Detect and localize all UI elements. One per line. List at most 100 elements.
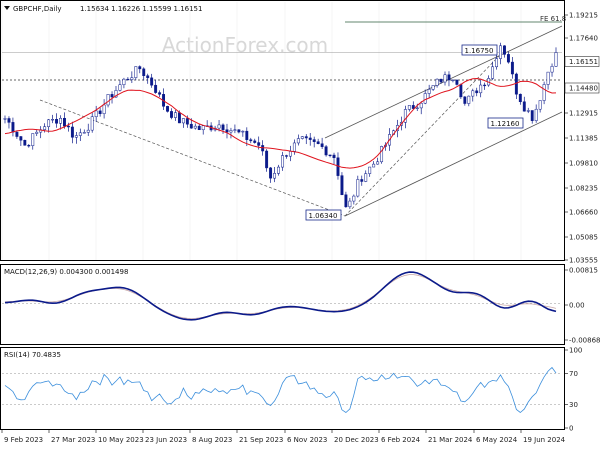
candle-body (82, 132, 86, 134)
candle-body (455, 79, 459, 85)
price-axis-marker (564, 56, 600, 67)
candle-body (90, 116, 94, 131)
price-annotation-label: 1.16750 (465, 47, 494, 55)
price-annotation-box (487, 117, 524, 129)
price-tick-label: 1.19215 (569, 12, 598, 20)
dropdown-triangle-icon[interactable] (4, 6, 10, 10)
candle-body (158, 92, 162, 95)
candle-body (284, 155, 288, 157)
candle-body (376, 161, 380, 165)
rsi-tick-label: 0 (569, 425, 573, 433)
candle-body (526, 110, 530, 112)
ohlc-label: 1.15634 1.16226 1.15599 1.16151 (80, 5, 202, 13)
candle-body (538, 100, 542, 110)
candle-body (451, 79, 455, 82)
candle-body (130, 77, 134, 80)
rsi-tick-label: 70 (569, 370, 578, 378)
candle-body (304, 136, 308, 139)
candle-body (522, 101, 526, 112)
rising-dashed-trendline (344, 54, 501, 217)
candle-body (225, 129, 229, 133)
candle-body (126, 78, 130, 81)
candle-body (47, 119, 51, 127)
candle-body (518, 93, 522, 103)
candle-body (193, 125, 197, 129)
candle-body (332, 154, 336, 159)
date-tick-label: 27 Mar 2023 (51, 436, 95, 444)
candle-body (114, 90, 118, 98)
candle-body (356, 179, 360, 197)
candle-body (78, 132, 82, 136)
candle-body (459, 84, 463, 98)
symbol-label: GBPCHF,Daily (13, 5, 62, 13)
price-tick-label: 1.08235 (569, 185, 598, 193)
candle-body (177, 112, 181, 124)
candle-body (74, 135, 78, 138)
date-tick-label: 10 May 2023 (98, 436, 144, 444)
macd-line (4, 271, 557, 321)
candle-body (514, 73, 518, 95)
price-panel (0, 0, 565, 261)
candle-body (273, 173, 277, 179)
candle-body (364, 173, 368, 182)
date-tick-label: 6 Feb 2024 (381, 436, 421, 444)
candle-body (189, 123, 193, 129)
channel-lower-line (344, 111, 563, 217)
candle-body (281, 155, 284, 168)
candle-body (403, 109, 407, 123)
candle-body (245, 130, 249, 140)
candle-body (483, 84, 487, 87)
price-tick-label: 1.05085 (569, 234, 598, 242)
candle-body (296, 138, 300, 144)
candle-body (55, 119, 58, 124)
candle-body (368, 166, 372, 174)
candle-body (11, 122, 15, 133)
candle-body (324, 146, 328, 156)
candle-body (423, 93, 427, 104)
candle-body (510, 61, 514, 75)
macd-title: MACD(12,26,9) 0.004300 0.001498 (4, 268, 128, 276)
candle-body (7, 118, 11, 123)
price-tick-label: 1.11385 (569, 135, 598, 143)
candle-body (23, 139, 27, 146)
price-axis-marker (564, 82, 600, 94)
price-tick-label: 1.12915 (569, 110, 598, 118)
price-annotation-label: 1.06340 (309, 212, 338, 220)
candle-body (138, 66, 142, 70)
candle-body (360, 179, 364, 182)
candle-body (63, 117, 66, 127)
candle-body (70, 126, 74, 138)
candle-body (241, 130, 245, 133)
candle-body (316, 141, 320, 144)
date-tick-label: 21 Mar 2024 (428, 436, 473, 444)
price-tick-label: 1.09810 (569, 160, 598, 168)
price-tick-label: 1.06660 (569, 209, 598, 217)
candle-body (257, 142, 261, 146)
candle-body (471, 90, 475, 97)
candle-body (288, 151, 292, 157)
candle-body (407, 105, 411, 110)
price-tick-label: 1.17640 (569, 35, 598, 43)
candle-body (467, 95, 471, 104)
date-tick-label: 23 Jun 2023 (145, 436, 187, 444)
candle-body (308, 137, 312, 140)
candle-body (352, 195, 356, 202)
candle-body (31, 133, 35, 146)
candle-body (233, 129, 237, 131)
watermark-text: ActionForex.com (162, 33, 328, 57)
candle-body (102, 104, 106, 114)
candle-body (320, 143, 324, 147)
candle-body (542, 84, 546, 101)
candle-body (19, 136, 23, 141)
candle-body (479, 84, 483, 94)
candle-body (411, 105, 415, 109)
candle-body (300, 136, 304, 139)
candle-body (340, 175, 344, 196)
candle-body (503, 45, 506, 55)
price-tick-label: 1.03555 (569, 257, 598, 265)
candle-body (110, 94, 114, 98)
candle-body (475, 90, 479, 94)
candle-body (237, 129, 241, 133)
